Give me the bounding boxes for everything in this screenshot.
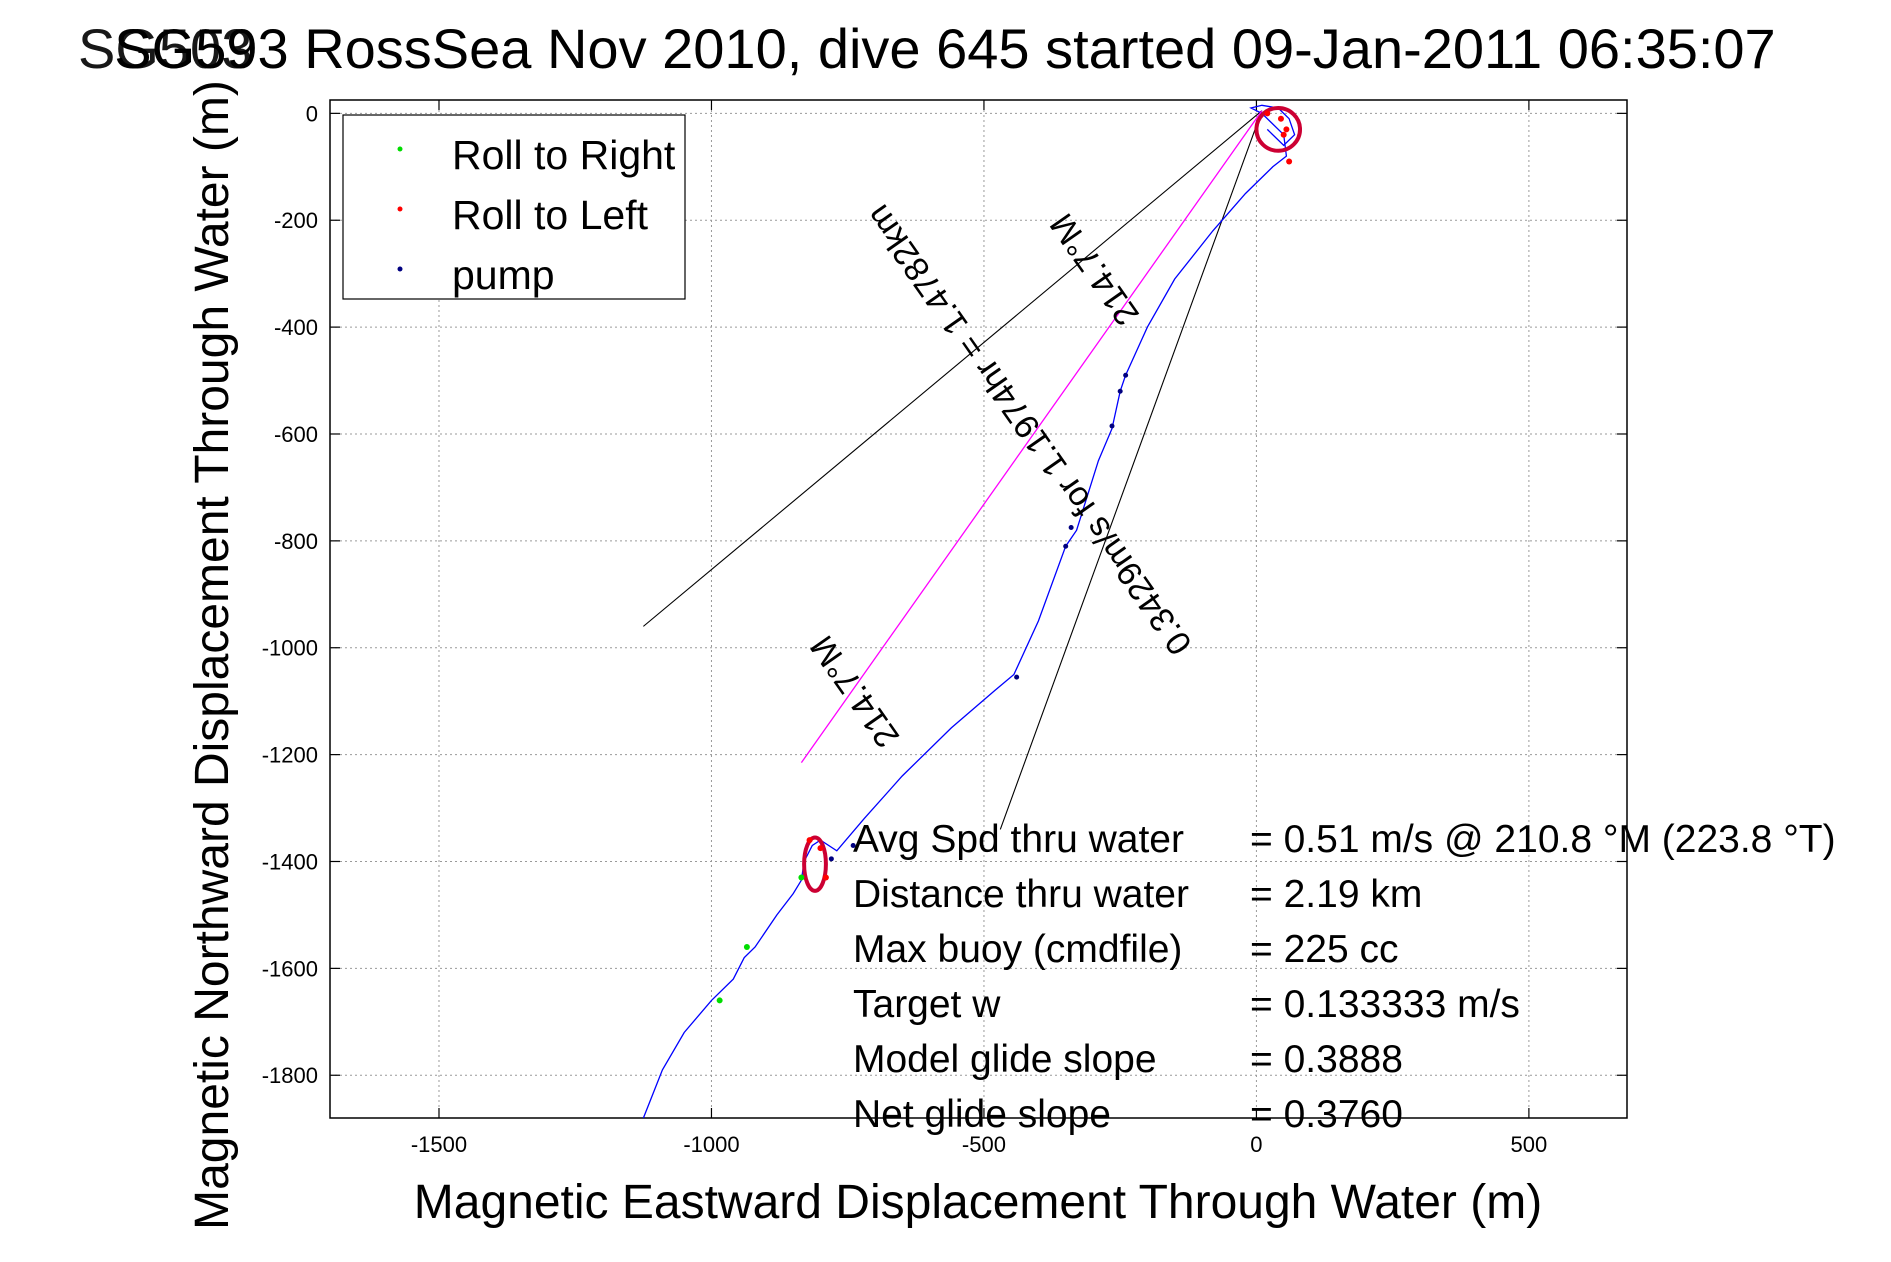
stat-label: Avg Spd thru water bbox=[853, 818, 1184, 861]
y-tick-label: -200 bbox=[274, 208, 318, 233]
roll-left-point bbox=[822, 874, 829, 881]
current-vector-line bbox=[999, 110, 1263, 830]
roll-right-point bbox=[743, 943, 750, 950]
stats-panel: Avg Spd thru water = 0.51 m/s @ 210.8 °M … bbox=[853, 818, 1836, 1136]
pump-point bbox=[1063, 543, 1069, 549]
stat-label: Distance thru water bbox=[853, 873, 1189, 916]
stat-value: = 0.133333 m/s bbox=[1250, 983, 1520, 1026]
x-tick-label: -1500 bbox=[411, 1132, 467, 1157]
roll-left-point bbox=[806, 837, 813, 844]
y-tick-label: -1600 bbox=[262, 956, 318, 981]
roll-left-point bbox=[1264, 110, 1271, 117]
heading-line bbox=[800, 110, 1263, 763]
x-tick-label: 0 bbox=[1250, 1132, 1262, 1157]
roll-left-point bbox=[1277, 115, 1284, 122]
current-vector-line bbox=[642, 110, 1263, 627]
stat-value: = 0.3760 bbox=[1250, 1093, 1403, 1136]
legend-label: Roll to Right bbox=[452, 132, 676, 178]
roll-right-point bbox=[716, 997, 723, 1004]
y-tick-label: -400 bbox=[274, 315, 318, 340]
stat-label: Net glide slope bbox=[853, 1093, 1111, 1136]
roll-left-point bbox=[1283, 126, 1290, 133]
markers bbox=[716, 110, 1293, 1004]
pump-point bbox=[1117, 388, 1123, 394]
pump-point bbox=[1109, 423, 1115, 429]
stat-value: = 2.19 km bbox=[1250, 873, 1422, 916]
y-tick-label: -1000 bbox=[262, 636, 318, 661]
legend-marker bbox=[397, 146, 403, 152]
y-tick-label: 0 bbox=[306, 101, 318, 126]
stat-label: Model glide slope bbox=[853, 1038, 1157, 1081]
current-lines bbox=[642, 110, 1263, 830]
y-tick-label: -1800 bbox=[262, 1063, 318, 1088]
chart-title: SG593 RossSea Nov 2010, dive 645 started… bbox=[114, 17, 1775, 80]
roll-left-point bbox=[817, 845, 824, 852]
legend-label: pump bbox=[452, 252, 555, 298]
x-tick-label: -1000 bbox=[683, 1132, 739, 1157]
pump-point bbox=[1014, 674, 1020, 680]
pump-point bbox=[1123, 372, 1129, 378]
legend-marker bbox=[397, 266, 403, 272]
axis-ticks: -1500 -1000 -500 0 500 0 -200 -400 -600 -800 -1000… bbox=[262, 100, 1627, 1157]
stat-value: = 0.51 m/s @ 210.8 °M (223.8 °T) bbox=[1250, 818, 1836, 861]
pump-point bbox=[850, 842, 856, 848]
stat-value: = 0.3888 bbox=[1250, 1038, 1403, 1081]
y-tick-label: -600 bbox=[274, 422, 318, 447]
chart-title-overlay: SG503 bbox=[78, 17, 252, 80]
y-tick-label: -1400 bbox=[262, 849, 318, 874]
stat-label: Target w bbox=[853, 983, 1001, 1026]
roll-left-point bbox=[1286, 158, 1293, 165]
stat-label: Max buoy (cmdfile) bbox=[853, 928, 1182, 971]
x-tick-label: -500 bbox=[962, 1132, 1006, 1157]
pump-point bbox=[828, 856, 834, 862]
legend-label: Roll to Left bbox=[452, 192, 649, 238]
legend-marker bbox=[397, 206, 403, 212]
stat-value: = 225 cc bbox=[1250, 928, 1399, 971]
turn-loop bbox=[802, 835, 828, 893]
y-tick-label: -1200 bbox=[262, 743, 318, 768]
legend: Roll to Right Roll to Left pump bbox=[342, 114, 686, 300]
roll-left-point bbox=[1280, 131, 1287, 138]
x-tick-label: 500 bbox=[1511, 1132, 1548, 1157]
y-axis-label: Magnetic Northward Displacement Through … bbox=[186, 80, 239, 1230]
x-axis-label: Magnetic Eastward Displacement Through W… bbox=[414, 1176, 1542, 1229]
y-tick-label: -800 bbox=[274, 529, 318, 554]
roll-right-point bbox=[798, 874, 805, 881]
pump-point bbox=[1068, 525, 1074, 531]
turn-loop bbox=[1254, 106, 1303, 153]
